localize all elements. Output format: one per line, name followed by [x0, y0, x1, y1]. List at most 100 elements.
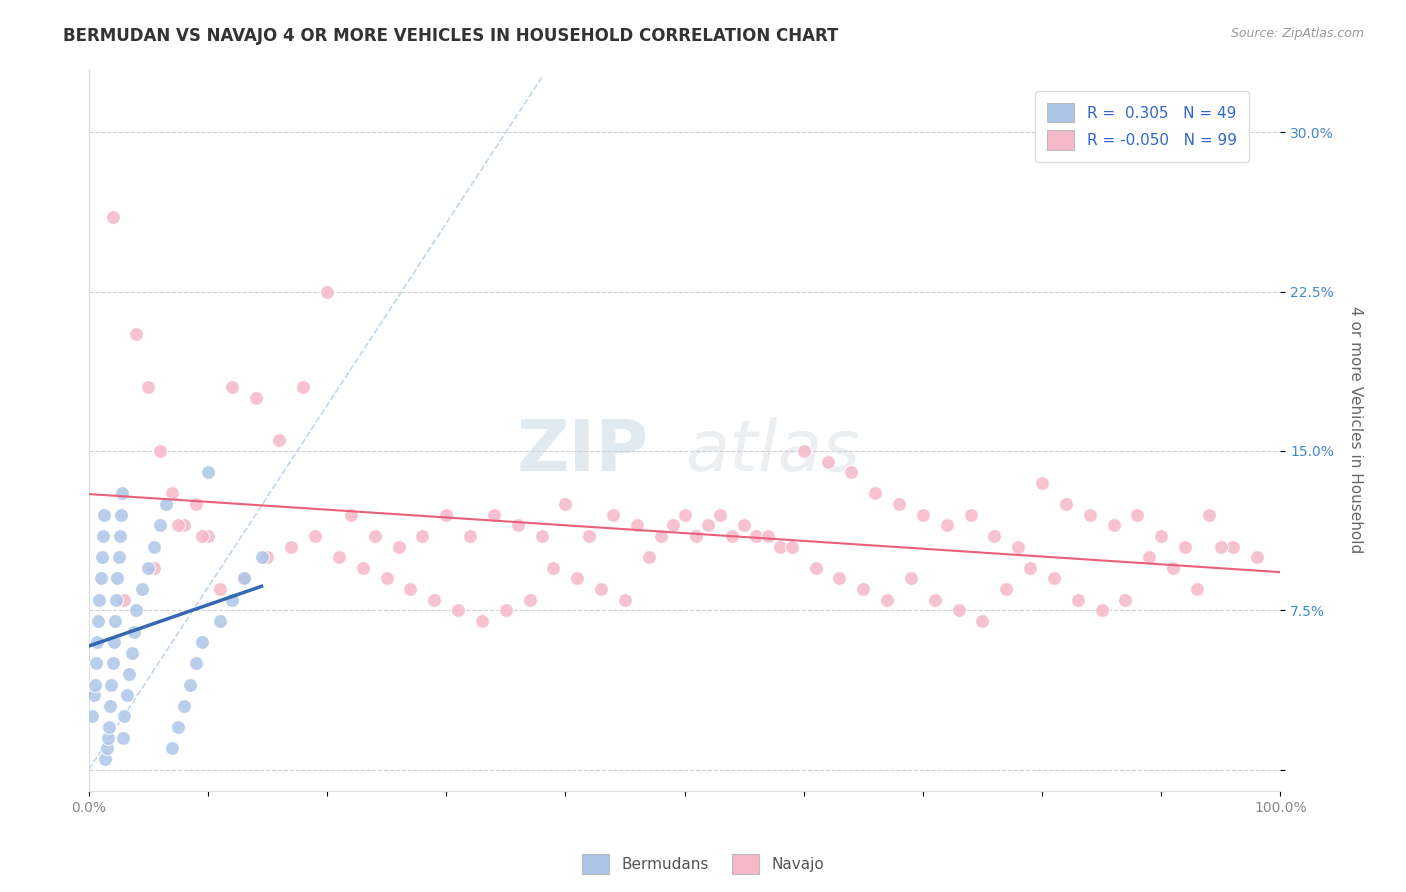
Text: ZIP: ZIP: [516, 417, 648, 486]
Point: [1067, 592, 1090, 607]
Point: [482, 508, 505, 522]
Point: [1091, 603, 1114, 617]
Point: [852, 582, 875, 596]
Point: [1137, 550, 1160, 565]
Legend: Bermudans, Navajo: Bermudans, Navajo: [575, 848, 831, 880]
Point: [90, 571, 112, 585]
Point: [94, 752, 117, 766]
Point: [721, 529, 744, 543]
Point: [98, 720, 121, 734]
Point: [972, 614, 994, 628]
Point: [91, 529, 114, 543]
Point: [191, 635, 214, 649]
Point: [519, 592, 541, 607]
Point: [1019, 561, 1042, 575]
Point: [1126, 508, 1149, 522]
Point: [1054, 497, 1077, 511]
Point: [1114, 592, 1136, 607]
Point: [184, 657, 207, 671]
Point: [83, 688, 105, 702]
Point: [197, 465, 219, 479]
Point: [245, 391, 267, 405]
Point: [173, 518, 195, 533]
Point: [114, 592, 136, 607]
Point: [543, 561, 565, 575]
Point: [125, 327, 148, 342]
Point: [191, 529, 214, 543]
Point: [924, 592, 946, 607]
Point: [98, 698, 121, 713]
Point: [458, 529, 481, 543]
Point: [86, 635, 108, 649]
Point: [447, 603, 470, 617]
Point: [118, 667, 141, 681]
Point: [650, 529, 672, 543]
Point: [637, 550, 659, 565]
Point: [756, 529, 779, 543]
Point: [673, 508, 696, 522]
Point: [911, 508, 934, 522]
Point: [567, 571, 589, 585]
Point: [93, 508, 115, 522]
Point: [160, 486, 183, 500]
Point: [697, 518, 720, 533]
Point: [115, 688, 138, 702]
Legend: R =  0.305   N = 49, R = -0.050   N = 99: R = 0.305 N = 49, R = -0.050 N = 99: [1035, 91, 1249, 162]
Point: [626, 518, 648, 533]
Point: [328, 550, 350, 565]
Point: [167, 720, 190, 734]
Point: [149, 518, 172, 533]
Point: [304, 529, 326, 543]
Point: [423, 592, 446, 607]
Point: [221, 592, 243, 607]
Point: [114, 709, 136, 723]
Point: [745, 529, 768, 543]
Point: [900, 571, 922, 585]
Point: [495, 603, 517, 617]
Point: [105, 592, 128, 607]
Point: [269, 434, 291, 448]
Point: [82, 709, 104, 723]
Point: [105, 571, 128, 585]
Point: [411, 529, 433, 543]
Point: [471, 614, 494, 628]
Point: [101, 657, 124, 671]
Point: [804, 561, 827, 575]
Point: [591, 582, 613, 596]
Point: [131, 582, 153, 596]
Point: [184, 497, 207, 511]
Point: [143, 561, 166, 575]
Point: [179, 678, 201, 692]
Point: [959, 508, 981, 522]
Text: Source: ZipAtlas.com: Source: ZipAtlas.com: [1230, 27, 1364, 40]
Point: [232, 571, 254, 585]
Point: [399, 582, 422, 596]
Point: [87, 614, 110, 628]
Point: [1150, 529, 1173, 543]
Point: [221, 380, 243, 394]
Point: [387, 540, 409, 554]
Point: [292, 380, 315, 394]
Point: [136, 561, 159, 575]
Point: [1174, 540, 1197, 554]
Point: [100, 678, 122, 692]
Point: [793, 444, 815, 458]
Text: atlas: atlas: [685, 417, 859, 486]
Point: [1246, 550, 1268, 565]
Point: [316, 285, 339, 299]
Point: [554, 497, 576, 511]
Point: [841, 465, 863, 479]
Point: [256, 550, 278, 565]
Point: [602, 508, 624, 522]
Point: [887, 497, 910, 511]
Point: [143, 540, 166, 554]
Point: [160, 741, 183, 756]
Point: [167, 518, 190, 533]
Point: [1007, 540, 1029, 554]
Point: [107, 550, 129, 565]
Point: [1185, 582, 1208, 596]
Point: [111, 486, 134, 500]
Point: [1209, 540, 1232, 554]
Point: [709, 508, 731, 522]
Point: [121, 646, 143, 660]
